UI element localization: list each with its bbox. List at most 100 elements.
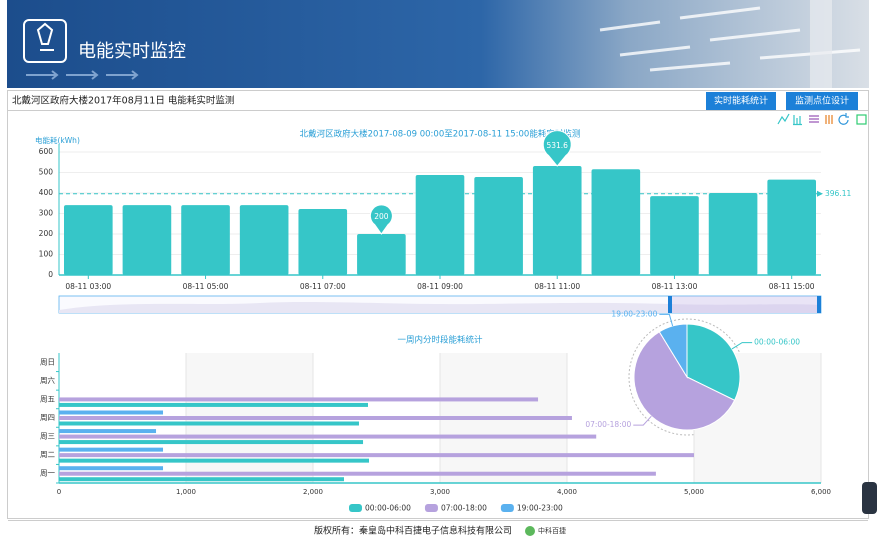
legend-swatch	[424, 504, 438, 512]
y-tick-label: 周日	[40, 357, 55, 366]
x-tick-label: 08-11 11:00	[534, 282, 580, 291]
y-tick-label: 500	[39, 168, 54, 177]
bar	[59, 402, 368, 407]
y-tick-label: 100	[39, 250, 54, 259]
x-tick-label: 6,000	[811, 488, 831, 496]
pie-leader	[633, 415, 652, 426]
button[interactable]	[706, 92, 776, 110]
bar	[181, 205, 230, 275]
data-zoom-handle[interactable]	[817, 296, 821, 313]
mark-point	[369, 204, 393, 235]
pie-leader	[731, 342, 753, 350]
chart-title: 北戴河区政府大楼2017-08-09 00:00至2017-08-11 15:0…	[300, 129, 581, 140]
bar	[532, 166, 582, 275]
pillar	[810, 0, 832, 88]
legend-swatch	[500, 504, 514, 512]
y-tick-label: 周二	[40, 450, 55, 459]
tool-line[interactable]	[777, 113, 790, 125]
mark-point	[542, 130, 572, 167]
footer-logo-text: 中科百捷	[538, 526, 566, 535]
header-title: 电能实时监控	[78, 41, 186, 62]
data-zoom-handle[interactable]	[668, 296, 672, 313]
bar	[59, 453, 694, 458]
x-tick-label: 1,000	[176, 488, 196, 496]
bar	[64, 205, 113, 275]
legend-label: 00:00-06:00	[365, 504, 411, 513]
bar	[650, 196, 699, 275]
bar	[59, 458, 370, 463]
bar	[591, 169, 641, 275]
y-tick-label: 周三	[40, 432, 55, 441]
bar	[59, 471, 656, 476]
footer-logo	[525, 526, 535, 536]
y-tick-label: 600	[39, 147, 54, 156]
bar	[59, 447, 164, 452]
x-tick-label: 08-11 03:00	[65, 282, 111, 291]
bar	[59, 416, 572, 420]
bar	[59, 440, 364, 445]
mark-line-label: 396.11	[825, 189, 851, 198]
y-tick-label: 周五	[40, 394, 55, 403]
bar	[59, 397, 539, 402]
y-tick-label: 0	[48, 270, 53, 279]
mark-line-arrow	[817, 190, 823, 197]
breadcrumb: 北戴河区政府大楼2017年08月11日 电能耗实时监测	[12, 95, 234, 107]
legend-label: 19:00-23:00	[517, 504, 563, 513]
x-tick-label: 4,000	[557, 488, 577, 496]
bar	[767, 179, 816, 275]
bar	[59, 421, 359, 426]
tool-save[interactable]	[856, 114, 867, 125]
y-tick-label: 周四	[40, 413, 55, 422]
legend-swatch	[349, 504, 362, 512]
legend-label: 07:00-18:00	[441, 504, 487, 513]
x-tick-label: 5,000	[684, 488, 704, 496]
bar	[708, 193, 758, 275]
bar	[415, 174, 465, 275]
pie-leader	[659, 313, 674, 327]
y-tick-label: 周六	[40, 375, 55, 385]
footer-text: 版权所有：秦皇岛中科百捷电子信息科技有限公司	[314, 525, 512, 537]
data-zoom-window[interactable]	[670, 296, 819, 313]
y-axis-label: 电能耗(kWh)	[35, 135, 80, 145]
tool-stack[interactable]	[809, 115, 819, 123]
chart-title: 一周内分时段能耗统计	[397, 335, 483, 346]
toolbox[interactable]	[777, 113, 867, 126]
x-tick-label: 08-11 05:00	[183, 282, 229, 291]
x-tick-label: 08-11 13:00	[652, 282, 698, 291]
y-tick-label: 400	[39, 188, 54, 197]
x-tick-label: 08-11 09:00	[417, 282, 463, 291]
button-label[interactable]: 实时能耗统计	[714, 95, 768, 107]
pie-label: 19:00-23:00	[611, 309, 657, 318]
x-tick-label: 2,000	[303, 488, 323, 496]
data-zoom-shadow	[59, 302, 821, 313]
button-label[interactable]: 监测点位设计	[795, 95, 849, 107]
bar	[59, 434, 597, 439]
bar	[474, 177, 523, 275]
pie-slice	[658, 323, 688, 379]
bar	[59, 410, 164, 415]
y-tick-label: 200	[39, 229, 54, 238]
mark-point-label: 531.6	[546, 141, 568, 150]
logo-icon	[36, 22, 54, 51]
x-tick-label: 3,000	[430, 488, 450, 496]
bar	[59, 477, 344, 482]
bar	[298, 208, 348, 275]
x-tick-label: 08-11 07:00	[300, 282, 346, 291]
x-tick-label: 08-11 15:00	[769, 282, 815, 291]
pie-slice	[633, 331, 736, 431]
pie-label: 00:00-06:00	[754, 338, 800, 347]
y-tick-label: 300	[39, 209, 54, 218]
tool-tiled[interactable]	[825, 115, 833, 124]
side-widget[interactable]	[862, 482, 877, 514]
tool-bar[interactable]	[793, 115, 802, 126]
x-tick-label: 0	[57, 488, 61, 496]
header-arrows	[26, 70, 139, 80]
bar	[239, 205, 289, 275]
pie-label: 07:00-18:00	[585, 420, 631, 429]
header-banner	[7, 0, 869, 88]
bar	[59, 429, 157, 434]
mark-point-label: 200	[374, 212, 389, 221]
y-tick-label: 周一	[40, 469, 55, 478]
button[interactable]	[786, 92, 858, 110]
tool-restore[interactable]	[838, 113, 849, 125]
